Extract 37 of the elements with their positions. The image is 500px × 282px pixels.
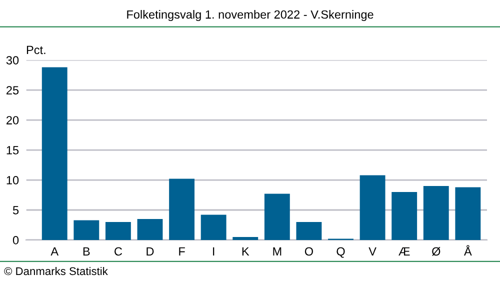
x-tick-label: M xyxy=(273,247,282,256)
x-tick-label: D xyxy=(146,247,154,256)
x-tick-label: I xyxy=(213,247,214,256)
x-tick-label: V xyxy=(368,247,376,256)
y-tick-label: 15 xyxy=(6,146,19,154)
bar xyxy=(232,236,258,240)
x-tick-label: Æ xyxy=(398,247,410,256)
y-tick-label: 10 xyxy=(6,176,19,184)
bar xyxy=(392,192,418,240)
x-tick-label: K xyxy=(242,247,250,256)
y-axis-title: Pct. xyxy=(26,46,46,54)
x-tick-label: C xyxy=(114,247,122,256)
bar xyxy=(74,220,100,240)
text: © Danmarks Statistik xyxy=(4,266,108,276)
bar xyxy=(264,194,290,240)
bar xyxy=(296,222,322,240)
x-tick-label: B xyxy=(83,247,90,256)
bar xyxy=(169,178,195,240)
bar xyxy=(423,186,449,240)
chart-title: Folketingsvalg 1. november 2022 - V.Skerninge xyxy=(127,10,374,22)
bar xyxy=(137,218,163,240)
bar xyxy=(360,175,386,240)
y-tick-label: 0 xyxy=(12,236,19,244)
x-tick-label: F xyxy=(179,247,185,256)
x-tick-label: Ø xyxy=(432,247,440,256)
y-tick-label: 5 xyxy=(12,206,19,214)
bar xyxy=(200,214,226,240)
x-tick-label: A xyxy=(50,247,59,256)
bar xyxy=(42,67,68,240)
x-tick-label: Q xyxy=(336,247,345,258)
x-tick-label: Å xyxy=(464,245,472,256)
bar xyxy=(105,222,131,240)
y-tick-label: 20 xyxy=(6,116,19,124)
y-tick-label: 25 xyxy=(6,86,19,94)
x-tick-label: O xyxy=(304,247,313,256)
y-tick-label: 30 xyxy=(6,56,19,64)
bar xyxy=(455,187,481,240)
